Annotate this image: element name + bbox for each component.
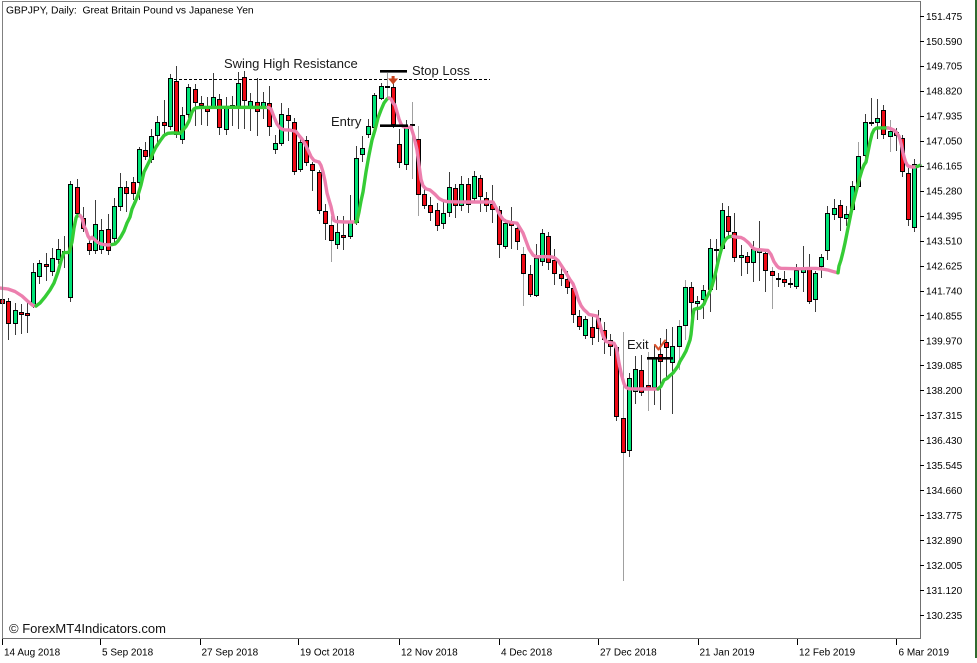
svg-text:130.235: 130.235 <box>926 611 963 622</box>
svg-text:131.120: 131.120 <box>926 586 963 597</box>
svg-text:137.315: 137.315 <box>926 411 963 422</box>
svg-text:21 Jan 2019: 21 Jan 2019 <box>700 648 755 659</box>
svg-text:132.890: 132.890 <box>926 536 963 547</box>
svg-text:149.705: 149.705 <box>926 62 963 73</box>
svg-text:27 Sep 2018: 27 Sep 2018 <box>202 648 259 659</box>
svg-text:141.740: 141.740 <box>926 286 963 297</box>
svg-text:133.775: 133.775 <box>926 511 963 522</box>
svg-text:145.280: 145.280 <box>926 187 963 198</box>
svg-text:12 Feb 2019: 12 Feb 2019 <box>799 648 856 659</box>
svg-text:135.545: 135.545 <box>926 461 963 472</box>
svg-text:14 Aug 2018: 14 Aug 2018 <box>4 648 61 659</box>
svg-text:139.085: 139.085 <box>926 361 963 372</box>
svg-text:GBPJPY, Daily: Great Britain: GBPJPY, Daily: Great Britain Pound vs Ja… <box>6 6 254 17</box>
svg-text:27 Dec 2018: 27 Dec 2018 <box>600 648 657 659</box>
svg-text:Swing High Resistance: Swing High Resistance <box>224 56 358 71</box>
svg-text:148.820: 148.820 <box>926 87 963 98</box>
svg-text:143.510: 143.510 <box>926 236 963 247</box>
svg-text:150.590: 150.590 <box>926 37 963 48</box>
svg-text:147.935: 147.935 <box>926 112 963 123</box>
svg-text:4 Dec 2018: 4 Dec 2018 <box>501 648 553 659</box>
svg-text:Stop Loss: Stop Loss <box>412 63 470 78</box>
svg-text:151.475: 151.475 <box>926 12 963 23</box>
svg-text:Exit: Exit <box>627 337 649 352</box>
svg-text:134.660: 134.660 <box>926 486 963 497</box>
svg-text:132.005: 132.005 <box>926 561 963 572</box>
svg-text:19 Oct 2018: 19 Oct 2018 <box>300 648 355 659</box>
svg-text:138.200: 138.200 <box>926 386 963 397</box>
svg-text:© ForexMT4Indicators.com: © ForexMT4Indicators.com <box>9 621 166 636</box>
svg-text:6 Mar 2019: 6 Mar 2019 <box>899 648 950 659</box>
svg-text:144.395: 144.395 <box>926 212 963 223</box>
svg-text:140.855: 140.855 <box>926 311 963 322</box>
svg-text:136.430: 136.430 <box>926 436 963 447</box>
svg-text:5 Sep 2018: 5 Sep 2018 <box>102 648 154 659</box>
svg-text:147.050: 147.050 <box>926 137 963 148</box>
svg-text:146.165: 146.165 <box>926 162 963 173</box>
svg-text:139.970: 139.970 <box>926 336 963 347</box>
svg-text:12 Nov 2018: 12 Nov 2018 <box>401 648 458 659</box>
svg-text:142.625: 142.625 <box>926 261 963 272</box>
svg-text:Entry: Entry <box>331 114 362 129</box>
